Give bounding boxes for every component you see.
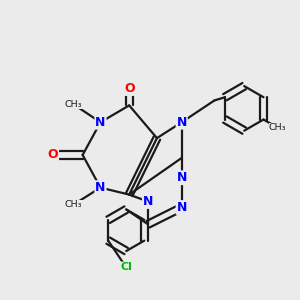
Text: N: N — [95, 116, 106, 129]
Text: CH₃: CH₃ — [65, 200, 82, 209]
Text: CH₃: CH₃ — [269, 123, 286, 132]
Text: Cl: Cl — [120, 262, 132, 272]
Text: N: N — [176, 116, 187, 129]
Text: N: N — [176, 171, 187, 184]
Text: N: N — [143, 195, 153, 208]
Text: O: O — [124, 82, 134, 95]
Text: O: O — [48, 148, 58, 161]
Text: N: N — [176, 201, 187, 214]
Text: N: N — [95, 181, 106, 194]
Text: CH₃: CH₃ — [65, 100, 82, 109]
